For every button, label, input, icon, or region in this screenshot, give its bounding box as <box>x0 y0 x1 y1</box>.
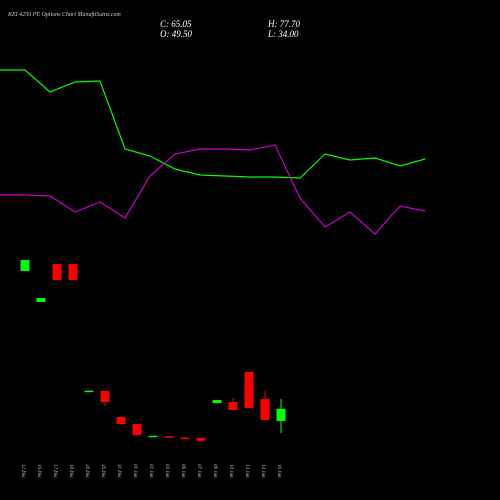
candle-body <box>20 260 30 272</box>
x-tick-label: 13 Jan <box>244 464 249 478</box>
candle-body <box>100 391 110 403</box>
x-tick-label: 18 Dec <box>68 464 73 479</box>
x-tick-label: 16 Jan <box>276 464 281 478</box>
x-tick-label: 06 Jan <box>180 464 185 478</box>
candle-body <box>276 408 286 421</box>
x-tick-label: 01 Jan <box>132 464 137 478</box>
x-tick-label: 10 Jan <box>228 464 233 478</box>
candle-body <box>36 298 46 303</box>
x-tick-label: 03 Jan <box>164 464 169 478</box>
x-tick-label: 12 Dec <box>20 464 25 479</box>
x-tick-label: 09 Jan <box>212 464 217 478</box>
candle-body <box>196 437 206 441</box>
x-tick-label: 14 Jan <box>260 464 265 478</box>
x-tick-label: 20 Dec <box>84 464 89 479</box>
candle-body <box>52 264 62 281</box>
x-tick-label: 02 Jan <box>148 464 153 478</box>
candle-body <box>244 372 254 409</box>
candle-body <box>164 436 174 438</box>
candle-body <box>68 264 78 281</box>
close-label: C: 65.05 <box>160 19 192 29</box>
x-tick-label: 16 Dec <box>36 464 41 479</box>
x-tick-label: 31 Dec <box>116 464 121 479</box>
indicator-line <box>0 69 426 179</box>
low-label: L: 34.00 <box>267 29 299 39</box>
chart-title: KEI 4250 PE Options Chart MunafaSutra.co… <box>7 11 121 18</box>
high-label: H: 77.70 <box>267 19 300 29</box>
x-tick-label: 07 Jan <box>196 464 201 478</box>
candle-body <box>84 390 94 393</box>
open-label: O: 49.50 <box>160 29 192 39</box>
x-tick-label: 26 Dec <box>100 464 105 479</box>
candle-body <box>212 400 222 403</box>
candle-body <box>132 424 142 436</box>
x-tick-label: 17 Dec <box>52 464 57 479</box>
candle-body <box>116 417 126 425</box>
candle-body <box>180 437 190 440</box>
candle-body <box>260 399 270 421</box>
indicator-line <box>0 144 426 235</box>
candle-body <box>148 435 158 438</box>
candle-body <box>228 402 238 410</box>
